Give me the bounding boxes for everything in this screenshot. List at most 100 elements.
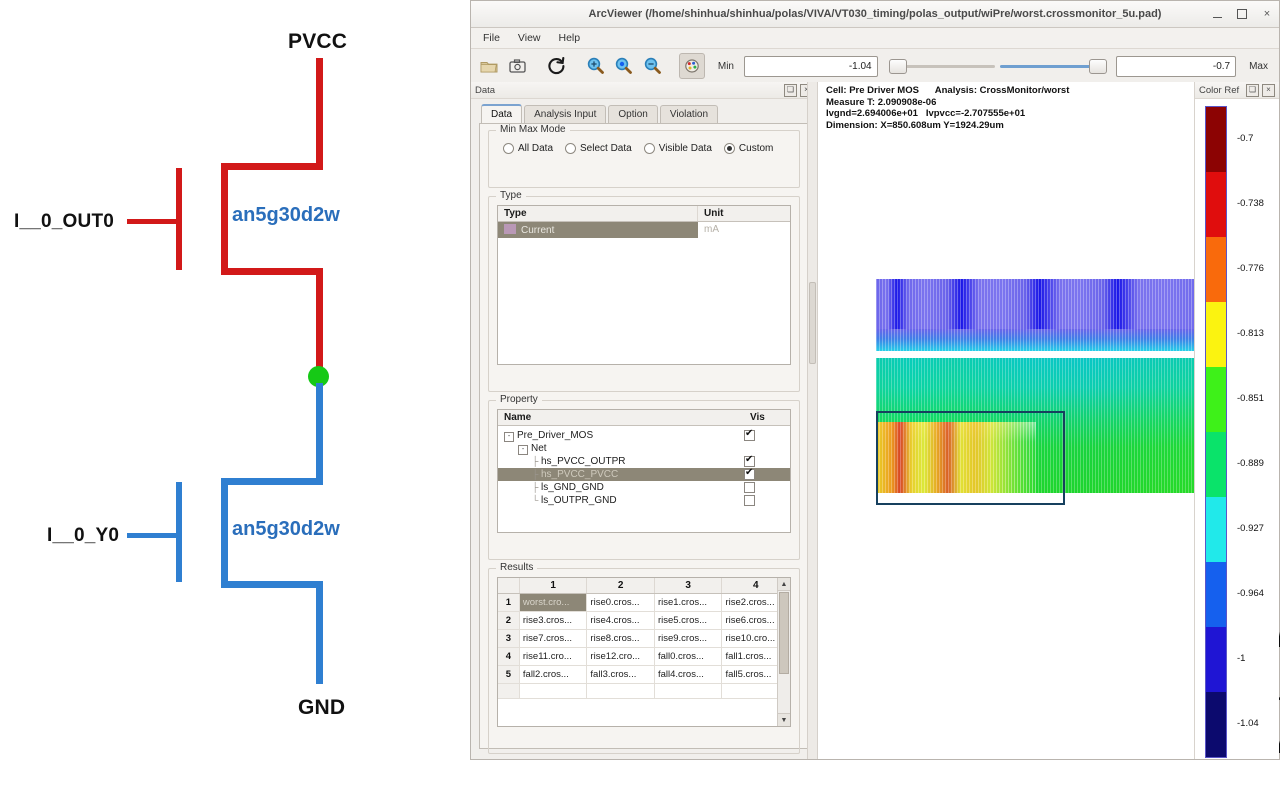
max-slider[interactable] (1000, 57, 1108, 76)
color-ref-tick-label: -1.04 (1237, 717, 1259, 729)
supply-label-gnd: GND (298, 696, 346, 719)
result-cell[interactable]: fall0.cros... (655, 648, 723, 665)
result-cell[interactable]: rise7.cros... (520, 630, 588, 647)
minmax-mode-title: Min Max Mode (496, 124, 570, 135)
selection-rectangle[interactable] (876, 411, 1065, 505)
result-cell[interactable]: rise12.cro... (587, 648, 655, 665)
color-ref-bar[interactable] (1205, 106, 1227, 758)
tree-node-net[interactable]: - Net (498, 442, 790, 455)
heatmap-upper-band-fade (876, 329, 1231, 351)
pin-label-out0: I__0_OUT0 (14, 211, 115, 232)
table-row[interactable]: 5 fall2.cros... fall3.cros... fall4.cros… (498, 666, 791, 684)
color-ref-tick-label: -0.738 (1237, 197, 1264, 209)
property-tree[interactable]: Name Vis -Pre_Driver_MOS -Net (497, 409, 791, 533)
table-row[interactable]: 1 worst.cro... rise0.cros... rise1.cros.… (498, 594, 791, 612)
radio-all-data[interactable]: All Data (503, 143, 553, 154)
vis-checkbox-hs-pvcc-pvcc[interactable] (744, 467, 755, 480)
table-row[interactable]: 2 rise3.cros... rise4.cros... rise5.cros… (498, 612, 791, 630)
radio-custom[interactable]: Custom (723, 143, 773, 154)
circuit-schematic: PVCC I__0_OUT0 an5g30d2w I__0_Y0 an5g30d… (0, 0, 470, 797)
table-row[interactable]: 4 rise11.cro... rise12.cro... fall0.cros… (498, 648, 791, 666)
panel-splitter[interactable] (807, 82, 818, 759)
info-ivgnd: Ivgnd=2.694006e+01 (826, 108, 918, 119)
result-cell[interactable]: rise0.cros... (587, 594, 655, 611)
scrollbar-thumb[interactable] (779, 592, 789, 674)
vis-checkbox-pre-driver-mos[interactable] (744, 428, 755, 441)
data-panel: Data ❏ × Data Analysis Input Option Viol… (471, 82, 818, 759)
camera-icon[interactable] (506, 54, 530, 78)
result-cell[interactable]: rise5.cros... (655, 612, 723, 629)
scroll-down-icon[interactable]: ▼ (778, 713, 790, 726)
result-cell[interactable]: worst.cro... (519, 594, 588, 611)
menu-help[interactable]: Help (558, 32, 581, 44)
min-slider[interactable] (888, 57, 996, 76)
open-folder-icon[interactable] (477, 54, 501, 78)
tree-node-hs-pvcc-pvcc[interactable]: ├ hs_PVCC_PVCC (498, 467, 790, 481)
plot-area[interactable]: Cell: Pre Driver MOS Analysis: CrossMoni… (818, 82, 1280, 760)
type-col-type: Type (498, 206, 698, 221)
zoom-out-icon[interactable] (612, 54, 636, 78)
menu-bar: File View Help (471, 28, 1279, 49)
zoom-fit-icon[interactable] (640, 54, 664, 78)
max-input[interactable]: -0.7 (1116, 55, 1237, 77)
tab-data[interactable]: Data (481, 104, 523, 123)
radio-visible-data-label: Visible Data (658, 143, 712, 154)
wire-gnd-vertical (316, 581, 323, 684)
tree-node-ls-gnd-gnd-label: ls_GND_GND (541, 482, 604, 493)
info-dimension: Dimension: X=850.608um Y=1924.29um (826, 119, 1004, 131)
tree-node-ls-gnd-gnd[interactable]: ├ ls_GND_GND (498, 481, 790, 494)
palette-icon[interactable] (679, 53, 705, 79)
close-icon[interactable]: × (1263, 7, 1271, 20)
vis-checkbox-hs-pvcc-outpr[interactable] (744, 454, 755, 467)
result-cell[interactable]: fall3.cros... (587, 666, 655, 683)
result-cell[interactable]: fall2.cros... (520, 666, 588, 683)
minimize-icon[interactable] (1211, 8, 1223, 20)
zoom-in-icon[interactable] (583, 54, 607, 78)
radio-all-data-label: All Data (518, 143, 554, 154)
menu-view[interactable]: View (517, 32, 541, 44)
vis-checkbox-ls-outpr-gnd[interactable] (744, 495, 755, 506)
result-cell[interactable]: fall4.cros... (655, 666, 723, 683)
color-ref-tick-label: -0.964 (1237, 587, 1264, 599)
tree-node-ls-outpr-gnd[interactable]: └ ls_OUTPR_GND (498, 494, 790, 507)
scroll-up-icon[interactable]: ▲ (778, 578, 790, 591)
result-cell[interactable]: rise4.cros... (587, 612, 655, 629)
property-group: Property Name Vis - Pre_Driver_MOS (488, 394, 800, 560)
result-cell[interactable]: rise1.cros... (655, 594, 723, 611)
menu-file[interactable]: File (483, 32, 500, 44)
type-group: Type Type Unit Current mA (488, 190, 800, 392)
wire-mid-blue (316, 383, 323, 483)
results-title: Results (496, 562, 538, 573)
radio-visible-data[interactable]: Visible Data (643, 143, 712, 154)
tree-node-pre-driver-mos[interactable]: - Pre_Driver_MOS (498, 428, 790, 442)
results-scrollbar[interactable]: ▲ ▼ (777, 578, 790, 726)
radio-select-data[interactable]: Select Data (565, 143, 632, 154)
color-ref-segment (1206, 627, 1226, 692)
undock-icon[interactable]: ❏ (784, 83, 797, 97)
window-controls: × (1211, 1, 1273, 27)
results-group: Results 1 2 3 4 1 worst.cro.. (488, 562, 800, 754)
type-row-current[interactable]: Current mA (498, 222, 790, 238)
table-row[interactable]: 3 rise7.cros... rise8.cros... rise9.cros… (498, 630, 791, 648)
tab-option[interactable]: Option (608, 105, 658, 123)
min-input[interactable]: -1.04 (744, 55, 878, 77)
results-table[interactable]: 1 2 3 4 1 worst.cro... rise0.cros... ris… (497, 577, 791, 727)
row-number: 3 (498, 630, 520, 647)
color-ref-segment (1206, 497, 1226, 562)
tab-violation[interactable]: Violation (659, 105, 719, 123)
color-ref-undock-icon[interactable]: ❏ (1246, 83, 1259, 97)
vis-checkbox-ls-gnd-gnd[interactable] (744, 482, 755, 493)
color-ref-tick-label: -1 (1237, 652, 1246, 664)
result-cell[interactable]: rise9.cros... (655, 630, 723, 647)
result-cell[interactable]: rise8.cros... (587, 630, 655, 647)
color-ref-tick-label: -0.7 (1237, 132, 1254, 144)
color-ref-close-icon[interactable]: × (1262, 83, 1275, 97)
result-cell[interactable]: rise3.cros... (520, 612, 588, 629)
tab-analysis-input[interactable]: Analysis Input (524, 105, 607, 123)
type-table[interactable]: Type Unit Current mA (497, 205, 791, 365)
result-cell[interactable]: rise11.cro... (520, 648, 588, 665)
maximize-icon[interactable] (1236, 8, 1248, 20)
color-ref-header: Color Ref ❏ × (1195, 82, 1279, 99)
refresh-icon[interactable] (544, 54, 568, 78)
wire-pvcc-horizontal (221, 163, 323, 170)
